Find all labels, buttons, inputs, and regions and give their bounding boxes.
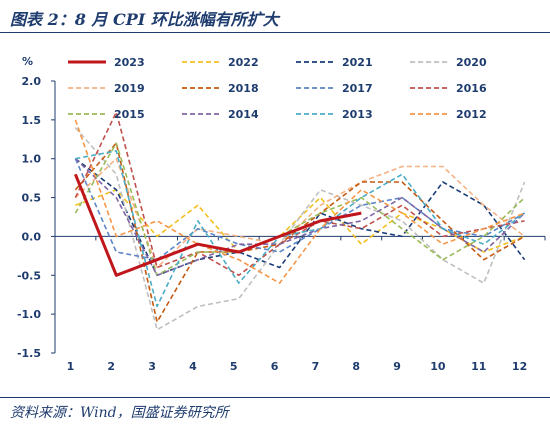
legend-label: 2021 [342, 56, 373, 69]
y-tick-label: 1.0 [22, 153, 42, 166]
legend-label: 2020 [456, 56, 487, 69]
legend-label: 2023 [114, 56, 145, 69]
chart-title: 图表 2：8 月 CPI 环比涨幅有所扩大 [10, 10, 279, 29]
y-tick-label: 0.0 [22, 230, 42, 243]
legend-item-2018: 2018 [182, 82, 259, 95]
series-line-2013 [75, 150, 526, 308]
x-tick-label: 10 [430, 360, 446, 373]
x-tick-label: 1 [67, 360, 75, 373]
x-tick-label: 4 [189, 360, 197, 373]
legend-item-2013: 2013 [296, 108, 373, 121]
legend-label: 2014 [228, 108, 259, 121]
x-tick-label: 7 [312, 360, 320, 373]
series-line-2016 [74, 111, 525, 277]
source-note: 资料来源：Wind，国盛证券研究所 [10, 405, 229, 421]
x-tick-label: 8 [352, 360, 360, 373]
legend-label: 2022 [228, 56, 259, 69]
legend-item-2022: 2022 [182, 56, 259, 69]
x-tick-label: 9 [393, 360, 401, 373]
header-divider [0, 32, 550, 33]
legend-label: 2019 [114, 82, 145, 95]
legend-label: 2018 [228, 82, 259, 95]
series-line-2019 [74, 157, 526, 269]
x-tick-label: 11 [471, 360, 486, 373]
legend-item-2012: 2012 [410, 108, 487, 121]
legend-label: 2015 [114, 108, 145, 121]
x-tick-label: 6 [271, 360, 279, 373]
series-line-2012 [74, 119, 525, 284]
y-axis-unit: % [22, 55, 33, 68]
series-line-2023 [74, 173, 362, 277]
legend-item-2017: 2017 [296, 82, 373, 95]
legend-item-2023: 2023 [68, 56, 145, 69]
x-tick-label: 12 [512, 360, 527, 373]
legend-item-2021: 2021 [296, 56, 373, 69]
legend-item-2016: 2016 [410, 82, 487, 95]
legend-item-2019: 2019 [68, 82, 145, 95]
series-line-2022 [75, 189, 525, 253]
y-tick-label: 2.0 [22, 75, 42, 88]
y-tick-label: 0.5 [22, 192, 42, 205]
y-tick-label: -0.5 [17, 269, 41, 282]
y-tick-label: -1.5 [17, 347, 41, 360]
series-lines [74, 111, 526, 331]
x-tick-label: 2 [107, 360, 115, 373]
series-line-2017 [74, 158, 525, 261]
series-line-2020 [74, 127, 526, 331]
y-tick-label: 1.5 [22, 114, 42, 127]
axes: 2.01.51.00.50.0-0.5-1.0-1.51 2 3 4 5 6 7 8 9 10 11… [17, 75, 546, 373]
legend-label: 2017 [342, 82, 373, 95]
x-tick-label: 5 [230, 360, 238, 373]
legend-label: 2013 [342, 108, 373, 121]
legend-item-2020: 2020 [410, 56, 487, 69]
legend-label: 2012 [456, 108, 487, 121]
legend-item-2015: 2015 [68, 108, 145, 121]
footer-divider [0, 397, 550, 398]
legend-item-2014: 2014 [182, 108, 259, 121]
series-line-2015 [74, 142, 526, 277]
legend: 2023 2022 2021 2020 2019 2018 2017 2016 2015 2014… [68, 56, 487, 121]
x-tick-label: 3 [148, 360, 156, 373]
legend-label: 2016 [456, 82, 487, 95]
y-tick-label: -1.0 [17, 308, 41, 321]
